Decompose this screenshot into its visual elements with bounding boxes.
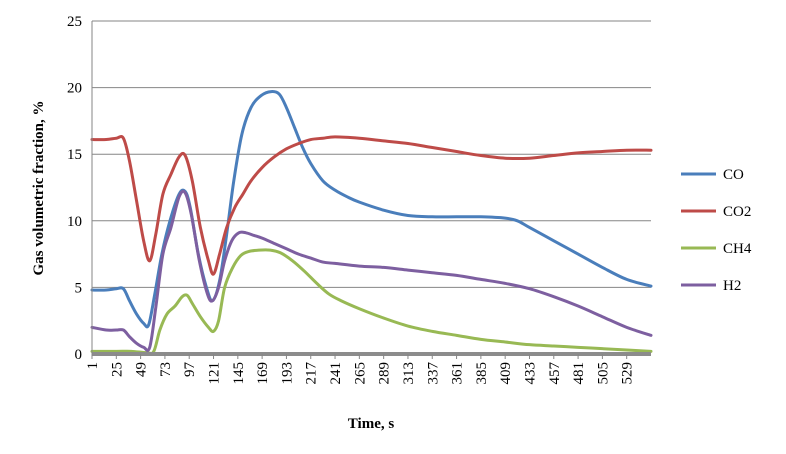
series-line-h2 — [90, 189, 653, 352]
legend-label-ch4: CH4 — [723, 241, 752, 257]
x-tick-label: 457 — [547, 362, 563, 385]
x-tick-labels: 1 25 49 73 97 121 145 169 193 217 241 265 289 313 337 3… — [85, 362, 636, 385]
x-tick-label: 97 — [182, 362, 198, 378]
x-tick-label: 25 — [109, 362, 125, 377]
x-tick-label: 145 — [231, 362, 247, 385]
x-tick-label: 241 — [328, 362, 344, 385]
x-tick-label: 289 — [377, 362, 393, 385]
y-tick-label: 15 — [67, 147, 82, 163]
x-tick-label: 217 — [304, 362, 320, 385]
x-tick-label: 193 — [279, 362, 295, 385]
series-line-co2 — [90, 135, 653, 276]
series-line-co — [90, 90, 653, 329]
x-tick-label: 1 — [85, 362, 101, 370]
x-tick-label: 481 — [571, 362, 587, 385]
x-axis-title: Time, s — [348, 416, 395, 432]
y-axis-title: Gas volumetric fraction, % — [31, 101, 47, 276]
x-tick-label: 433 — [522, 362, 538, 385]
x-tick-label: 121 — [207, 362, 223, 385]
x-tick-label: 505 — [595, 362, 611, 385]
y-tick-label: 10 — [67, 214, 82, 230]
x-tick-label: 385 — [474, 362, 490, 385]
x-tick-label: 313 — [401, 362, 417, 385]
legend: CO CO2 CH4 H2 — [681, 167, 752, 294]
y-tick-label: 20 — [67, 81, 82, 97]
series-lines — [90, 90, 653, 355]
y-tick-label: 25 — [67, 14, 82, 30]
legend-label-co2: CO2 — [723, 204, 751, 220]
axes — [91, 21, 651, 359]
legend-label-co: CO — [723, 167, 744, 183]
y-tick-labels: 0 5 10 15 20 25 — [67, 14, 82, 363]
x-tick-label: 361 — [450, 362, 466, 385]
y-tick-label: 5 — [75, 280, 83, 296]
legend-label-h2: H2 — [723, 278, 741, 294]
x-tick-label: 409 — [498, 362, 514, 385]
x-tick-label: 529 — [620, 362, 636, 385]
series-line-ch4 — [90, 248, 653, 355]
x-tick-label: 49 — [134, 362, 150, 377]
x-tick-label: 169 — [255, 362, 271, 385]
x-tick-label: 265 — [352, 362, 368, 385]
x-tick-label: 337 — [425, 362, 441, 385]
y-tick-label: 0 — [75, 347, 83, 363]
x-tick-label: 73 — [158, 362, 174, 377]
